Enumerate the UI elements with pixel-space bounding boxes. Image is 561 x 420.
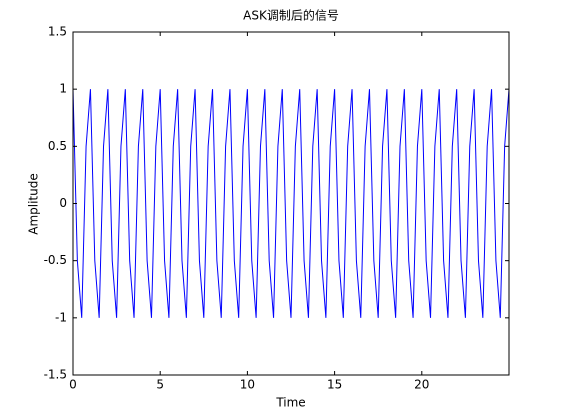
y-tick-label: 1.5 — [48, 25, 67, 39]
y-tick-label: -1.5 — [44, 368, 67, 382]
signal-line — [72, 89, 510, 318]
chart-title: ASK调制后的信号 — [243, 8, 339, 23]
x-tick-label: 0 — [69, 378, 77, 392]
y-axis-label: Amplitude — [27, 173, 41, 235]
x-axis-label: Time — [275, 396, 305, 410]
y-tick-label: 0.5 — [48, 139, 67, 153]
y-tick-label: -0.5 — [44, 253, 67, 267]
y-tick-label: 1 — [59, 82, 67, 96]
x-tick-label: 5 — [156, 378, 164, 392]
y-tick-label: -1 — [55, 310, 67, 324]
x-tick-label: 20 — [414, 378, 429, 392]
plot-frame — [72, 31, 510, 376]
y-tick-label: 0 — [59, 196, 67, 210]
x-tick-label: 15 — [327, 378, 342, 392]
x-tick-label: 10 — [240, 378, 255, 392]
